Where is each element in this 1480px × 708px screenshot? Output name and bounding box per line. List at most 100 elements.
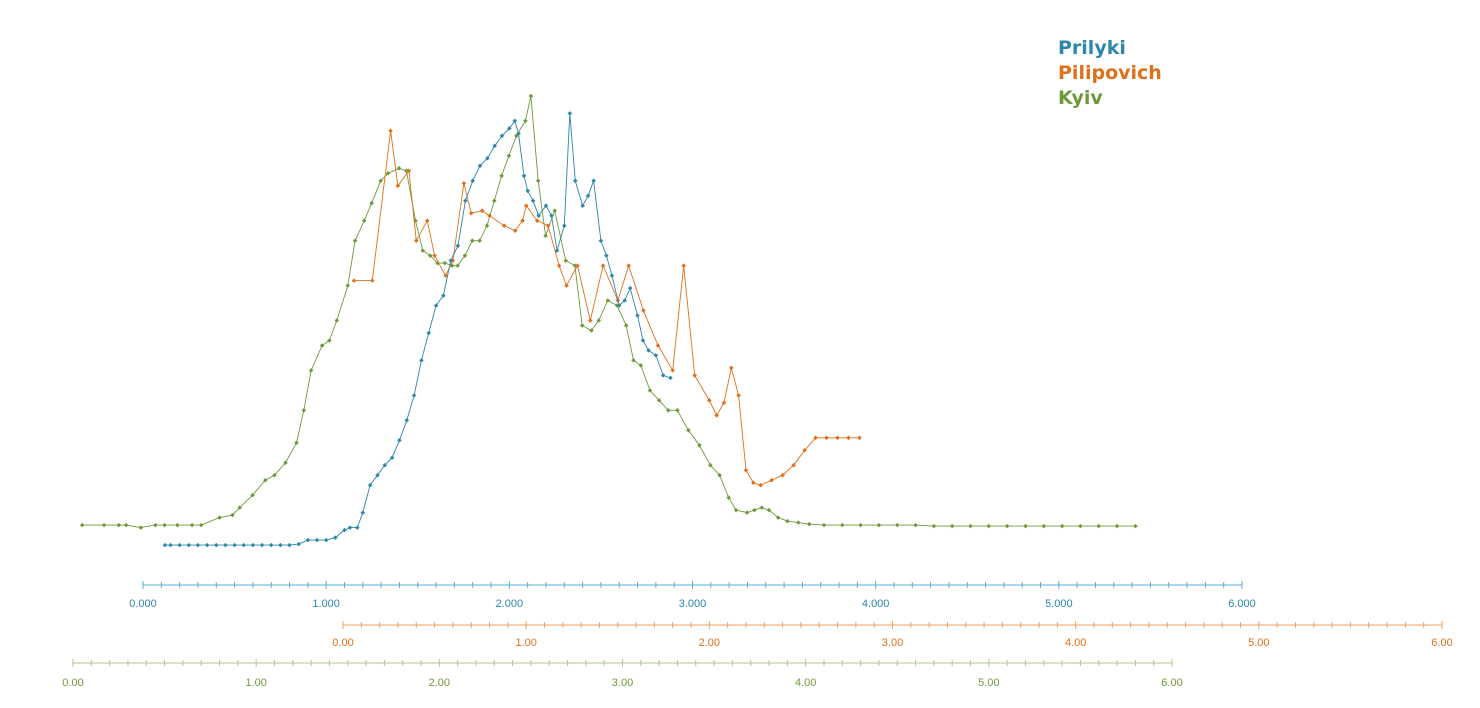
legend-item-pilipovich: Pilipovich (1058, 62, 1162, 84)
data-point-prilyki (530, 198, 536, 204)
data-point-prilyki (195, 542, 201, 548)
data-point-kyiv (1004, 523, 1010, 529)
data-point-prilyki (463, 198, 468, 204)
data-point-kyiv (563, 258, 568, 263)
data-point-kyiv (1133, 523, 1138, 529)
data-point-pilipovich (721, 400, 727, 406)
data-point-prilyki (616, 303, 622, 308)
tick-label-prilyki: 3.000 (679, 598, 707, 610)
data-point-kyiv (675, 408, 680, 413)
tick-label-pilipovich: 4.00 (1065, 637, 1086, 649)
data-point-kyiv (361, 218, 367, 223)
data-point-kyiv (913, 522, 918, 528)
series-pilipovich (351, 128, 862, 488)
data-point-prilyki (278, 542, 283, 548)
tick-label-prilyki: 1.000 (312, 598, 340, 610)
data-point-pilipovich (641, 308, 646, 313)
data-point-prilyki (585, 193, 591, 199)
data-point-prilyki (640, 338, 646, 343)
tick-label-prilyki: 4.000 (862, 598, 890, 610)
data-point-prilyki (492, 143, 497, 149)
data-point-pilipovich (370, 278, 375, 283)
data-point-kyiv (807, 521, 812, 527)
tick-label-kyiv: 4.00 (795, 677, 816, 689)
data-point-prilyki (287, 542, 292, 548)
data-point-pilipovich (600, 263, 606, 268)
data-point-prilyki (296, 541, 301, 547)
data-point-kyiv (605, 298, 611, 303)
tick-label-pilipovich: 0.00 (332, 637, 353, 649)
data-point-pilipovich (681, 263, 686, 268)
data-point-kyiv (1096, 523, 1101, 529)
data-point-pilipovich (626, 263, 631, 268)
data-point-kyiv (272, 472, 277, 478)
data-point-prilyki (223, 542, 228, 548)
data-point-pilipovich (729, 365, 734, 371)
tick-label-kyiv: 1.00 (245, 677, 266, 689)
data-point-prilyki (259, 542, 265, 548)
axes-layer: 0.000 1.000 2.000 3.000 4.000 5.000 6.000 0.00 1… (62, 581, 1453, 689)
data-point-prilyki (305, 537, 311, 543)
data-point-prilyki (521, 173, 527, 179)
data-point-kyiv (334, 318, 340, 323)
data-point-kyiv (717, 472, 722, 478)
data-point-kyiv (733, 507, 739, 513)
data-point-prilyki (404, 418, 410, 423)
data-point-kyiv (638, 363, 644, 368)
data-point-pilipovich (388, 128, 393, 134)
data-point-prilyki (268, 542, 274, 548)
data-point-pilipovich (461, 181, 467, 186)
data-point-kyiv (752, 507, 757, 513)
data-point-prilyki (314, 537, 320, 543)
data-point-kyiv (484, 223, 490, 228)
data-point-pilipovich (501, 223, 507, 228)
data-point-kyiv (283, 460, 288, 465)
data-point-kyiv (656, 398, 662, 403)
data-point-kyiv (189, 522, 195, 528)
data-point-prilyki (653, 353, 659, 358)
data-point-kyiv (153, 522, 158, 528)
tick-label-kyiv: 6.00 (1161, 677, 1182, 689)
legend-item-prilyki: Prilyki (1058, 37, 1126, 59)
data-point-prilyki (525, 188, 530, 194)
data-point-kyiv (369, 200, 374, 206)
data-point-kyiv (79, 522, 85, 528)
data-point-prilyki (419, 358, 424, 363)
data-point-prilyki (411, 393, 417, 398)
data-point-kyiv (589, 328, 594, 333)
data-point-pilipovich (575, 263, 580, 268)
data-point-kyiv (579, 323, 585, 328)
data-point-prilyki (250, 542, 256, 548)
data-point-prilyki (627, 285, 633, 291)
data-point-pilipovich (802, 447, 807, 453)
data-point-kyiv (442, 260, 448, 266)
data-point-kyiv (858, 522, 863, 528)
data-point-pilipovich (769, 477, 774, 483)
data-point-prilyki (580, 203, 585, 208)
data-point-pilipovich (588, 318, 593, 323)
data-point-prilyki (646, 348, 651, 353)
data-point-kyiv (968, 523, 973, 529)
data-point-pilipovich (425, 218, 430, 223)
data-point-prilyki (660, 373, 666, 378)
data-point-pilipovich (857, 435, 862, 441)
data-point-pilipovich (751, 480, 756, 485)
data-point-kyiv (1023, 523, 1028, 529)
data-point-kyiv (492, 198, 497, 204)
data-point-kyiv (535, 178, 541, 184)
data-point-prilyki (375, 472, 380, 478)
data-point-prilyki (177, 542, 182, 548)
data-point-prilyki (355, 525, 360, 530)
data-point-prilyki (333, 535, 338, 540)
data-point-prilyki (567, 111, 573, 116)
tick-label-pilipovich: 3.00 (882, 637, 903, 649)
data-point-kyiv (294, 440, 299, 446)
tick-label-prilyki: 5.000 (1045, 598, 1073, 610)
data-point-kyiv (123, 522, 129, 528)
data-point-kyiv (949, 523, 955, 529)
data-point-kyiv (986, 523, 992, 529)
data-point-kyiv (759, 505, 764, 510)
series-line-kyiv (82, 95, 1136, 529)
